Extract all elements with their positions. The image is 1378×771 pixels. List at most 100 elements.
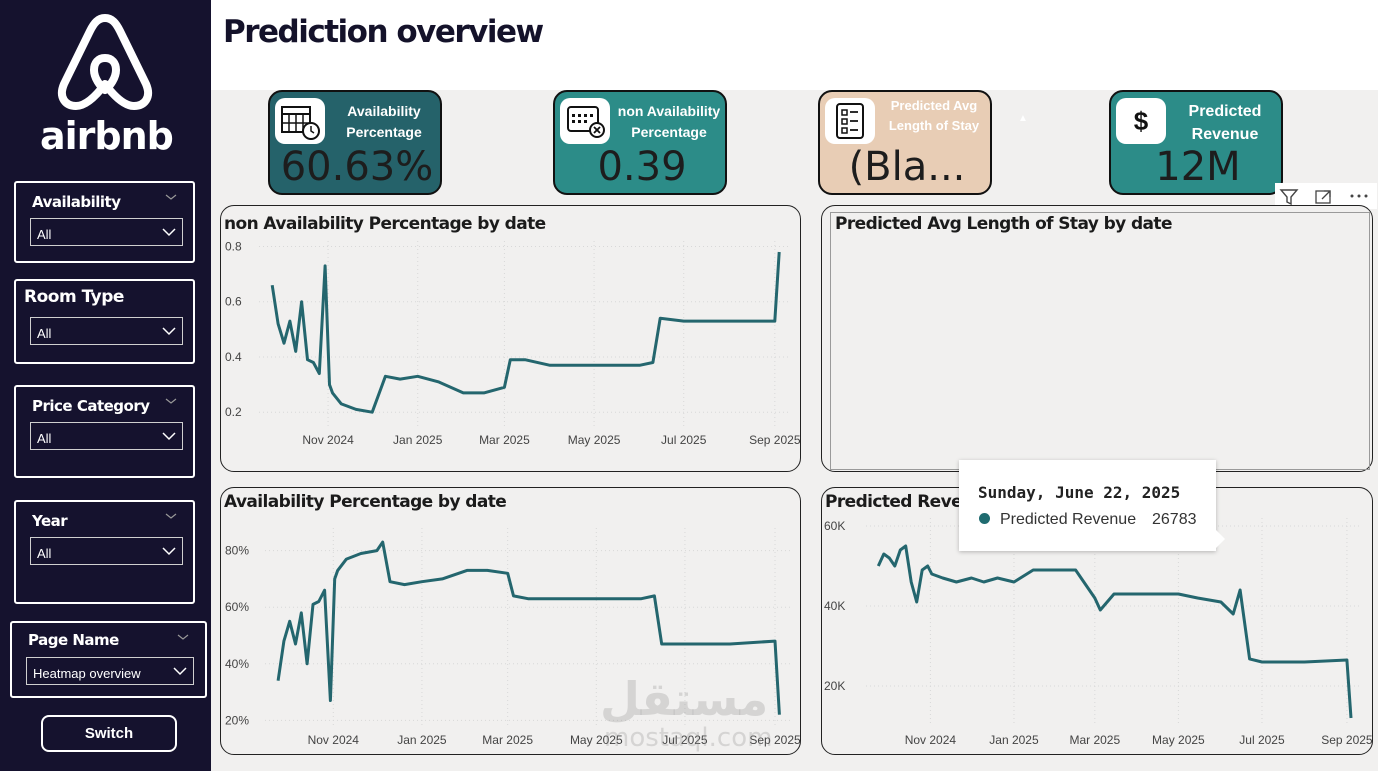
slicer-availability[interactable]: Availability All [14,181,195,263]
series-line[interactable] [276,540,781,715]
x-tick-label: Sep 2025 [749,733,801,747]
price-category-dropdown[interactable]: All [30,422,183,450]
kpi-icon-box [825,98,875,144]
kpi-predicted-avg-length-of-stay[interactable]: Predicted Avg Length of Stay (Bla... [818,90,992,195]
x-tick-label: Jan 2025 [397,733,447,747]
dollar-icon: $ [1123,104,1159,138]
chart-title: non Availability Percentage by date [224,214,546,234]
page-name-dropdown[interactable]: Heatmap overview [26,657,194,685]
y-tick-label: 0.8 [225,240,242,254]
tooltip-series-name: Predicted Revenue [1000,511,1137,528]
airbnb-wordmark: airbnb [40,114,174,158]
y-tick-label: 0.2 [225,405,242,419]
chart-panel-availability[interactable]: Availability Percentage by date Nov 2024… [220,487,801,755]
kpi-icon-box: $ [1116,98,1166,144]
visual-header-toolbar [1275,183,1377,209]
slicer-title: Availability [32,193,121,211]
y-tick-label: 0.4 [225,350,242,364]
slicer-title: Room Type [24,287,124,307]
chevron-down-icon [162,547,176,556]
chart-selection-border [830,212,1370,470]
series-dot [979,513,990,524]
chart-title: Availability Percentage by date [224,492,507,512]
availability-dropdown[interactable]: All [30,218,183,246]
calendar-clock-icon [281,106,320,140]
slicer-title: Page Name [28,631,119,649]
chevron-down-icon [162,327,176,336]
slicer-price-category[interactable]: Price Category All [14,385,195,478]
calendar-cross-icon [567,106,605,138]
kpi-label: Predicted Revenue [1188,103,1262,143]
y-tick-label: 20K [824,679,845,693]
dropdown-value: Heatmap overview [33,666,141,681]
watermark-url: mostaql.com [604,723,773,753]
airbnb-logo: airbnb [40,6,174,158]
line-chart-non-availability[interactable]: Nov 2024 Jan 2025 Mar 2025 May 2025 Jul 2025… [221,206,802,473]
more-options-icon[interactable] [1350,194,1368,198]
x-tick-label: Jul 2025 [661,433,707,447]
x-tick-label: May 2025 [570,733,623,747]
airbnb-logo-icon [57,14,153,110]
year-dropdown[interactable]: All [30,537,183,565]
kpi-label: Predicted Avg Length of Stay [888,98,980,133]
sidebar: airbnb Availability All Room Type All Pr… [0,0,211,771]
x-tick-label: Nov 2024 [308,733,360,747]
x-tick-label: Jul 2025 [662,733,708,747]
line-chart-availability[interactable]: Nov 2024 Jan 2025 Mar 2025 May 2025 Jul 2025… [221,488,802,756]
x-tick-label: Jan 2025 [393,433,443,447]
chevron-down-icon [162,432,176,441]
chevron-down-icon[interactable] [165,191,177,203]
watermark: مستقل [600,672,769,726]
slicer-page-name[interactable]: Page Name Heatmap overview [10,621,207,698]
x-tick-label: Nov 2024 [905,733,957,747]
chart-panel-non-availability[interactable]: non Availability Percentage by date Nov … [220,205,801,472]
chevron-down-icon[interactable] [165,510,177,522]
chevron-down-icon[interactable] [177,631,189,643]
filter-icon[interactable] [1279,189,1299,206]
checklist-icon [836,103,864,139]
slicer-title: Price Category [32,397,150,415]
y-tick-label: 20% [225,713,249,727]
tooltip-value: 26783 [1152,511,1197,528]
kpi-predicted-revenue[interactable]: $ Predicted Revenue 12M [1109,90,1283,195]
slicer-year[interactable]: Year All [14,500,195,604]
x-tick-label: Mar 2025 [482,733,533,747]
x-tick-label: Sep 2025 [1321,733,1373,747]
chevron-down-icon[interactable] [165,395,177,407]
dropdown-value: All [37,546,52,561]
y-tick-label: 60% [225,600,249,614]
chart-title: Predicted Avg Length of Stay by date [835,214,1172,234]
y-tick-label: 40% [225,657,249,671]
focus-mode-icon[interactable] [1315,190,1331,204]
tooltip-date: Sunday, June 22, 2025 [978,483,1181,502]
kpi-value: (Bla... [848,144,966,190]
y-tick-label: 0.6 [225,295,242,309]
svg-text:$: $ [1134,106,1149,136]
x-tick-label: Jan 2025 [989,733,1039,747]
chart-panel-avg-length-of-stay[interactable]: Predicted Avg Length of Stay by date [821,205,1373,472]
x-tick-label: Nov 2024 [302,433,354,447]
kpi-availability-percentage[interactable]: Availability Percentage 60.63% [268,90,442,195]
chevron-down-icon [173,667,187,676]
kpi-value: 60.63% [280,144,434,190]
slicer-room-type[interactable]: Room Type All [14,279,195,364]
kpi-icon-box [560,98,610,144]
slicer-title: Year [32,512,68,530]
x-tick-label: Mar 2025 [479,433,530,447]
kpi-value: 0.39 [597,144,687,190]
dropdown-value: All [37,227,52,242]
kpi-non-availability-percentage[interactable]: non Availability Percentage 0.39 [553,90,727,195]
dropdown-value: All [37,431,52,446]
dropdown-value: All [37,326,52,341]
tooltip-pointer [1216,530,1225,548]
kpi-label: non Availability Percentage [617,103,721,140]
room-type-dropdown[interactable]: All [30,317,183,345]
y-tick-label: 60K [824,519,845,533]
series-line[interactable] [270,251,781,414]
y-tick-label: 80% [225,544,249,558]
switch-button[interactable]: Switch [41,715,177,752]
x-tick-label: May 2025 [568,433,621,447]
series-line[interactable] [876,544,1353,719]
kpi-label: Availability Percentage [346,103,422,140]
chart-tooltip: Sunday, June 22, 2025 Predicted Revenue … [959,460,1225,551]
